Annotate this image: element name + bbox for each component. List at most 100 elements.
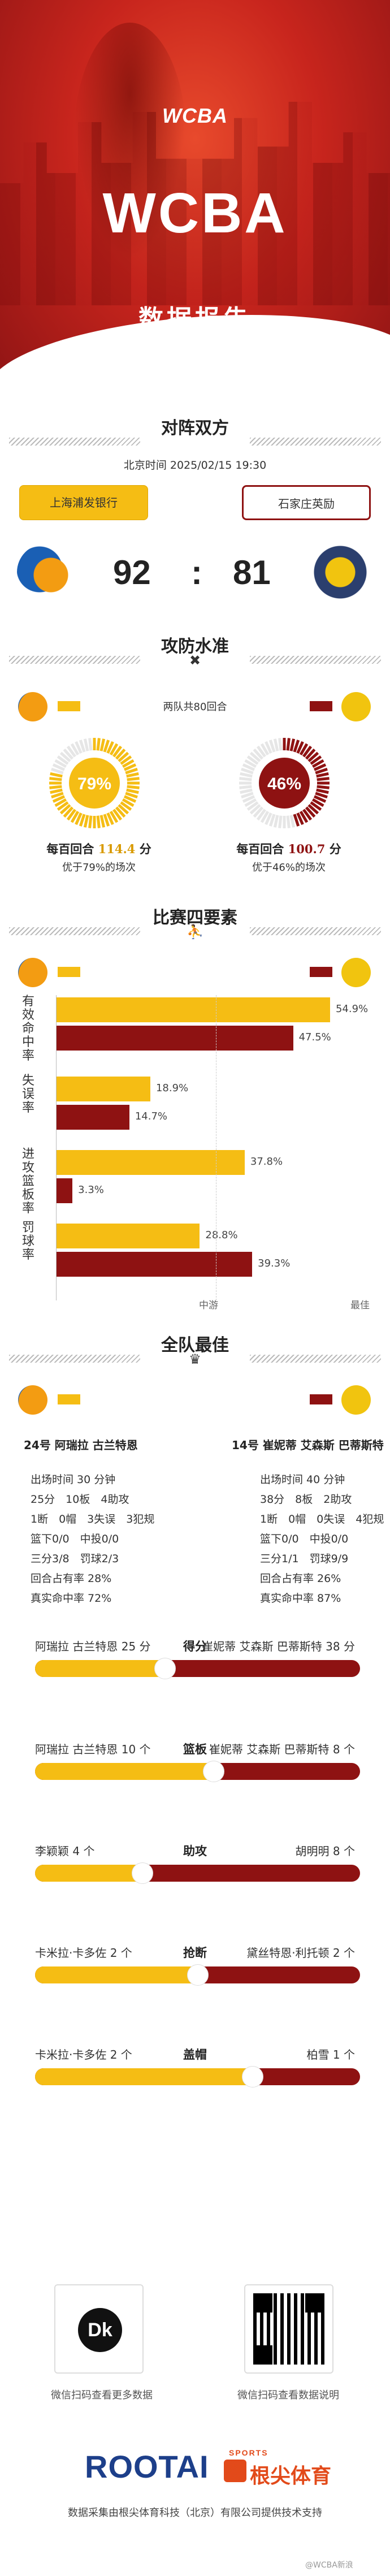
efficiency-title: 攻防水准: [161, 637, 229, 656]
leader-home-name: 阿瑞拉 古兰特恩 10 个: [35, 1743, 151, 1756]
home-ring-tick: [115, 748, 126, 760]
away-ring-tick: [239, 785, 252, 789]
home-ring-tick: [75, 812, 83, 825]
away-ring-tick: [256, 745, 266, 758]
home-ring-tick: [57, 755, 69, 765]
home-ring-tick: [79, 814, 86, 827]
home-ring-tick: [50, 772, 63, 778]
away-best-player-name: 14号 崔妮蒂 艾森斯 巴蒂斯特: [232, 1438, 384, 1452]
leader-away-name: 胡明明 8 个: [295, 1844, 355, 1858]
qr-code-data-explain[interactable]: [244, 2284, 333, 2374]
away-ring-tick: [253, 806, 264, 818]
divider-stripe: [250, 1355, 381, 1363]
away-ring-tick: [273, 815, 279, 828]
away-ring-tick: [317, 785, 330, 789]
leader-share-fill: [35, 1763, 214, 1780]
basketball-hoop-icon: ⛹: [187, 924, 203, 940]
leader-share-bar: [35, 1761, 360, 1782]
divider-stripe: [9, 438, 140, 446]
away-ring-tick: [311, 798, 324, 807]
qr-code-more-data[interactable]: Dk: [54, 2284, 144, 2374]
home-ring-tick: [126, 788, 139, 794]
home-per100-prefix: 每百回合: [46, 842, 94, 856]
away-ring-tick: [260, 743, 270, 756]
home-ring-tick: [106, 812, 114, 825]
away-ring-tick: [313, 795, 327, 803]
home-ring-tick: [120, 801, 132, 811]
home-ring-tick: [88, 815, 93, 828]
factor-bar-home: [56, 1150, 245, 1175]
home-ring-tick: [57, 801, 69, 811]
away-per100-unit: 分: [329, 842, 341, 856]
away-ring-tick: [293, 740, 300, 753]
leader-row: 阿瑞拉 古兰特恩 25 分 得分 崔妮蒂 艾森斯 巴蒂斯特 38 分: [0, 1637, 390, 1692]
home-ring-tick: [123, 763, 137, 771]
away-ring-tick: [296, 812, 304, 825]
factor-value-away: 14.7%: [135, 1110, 168, 1122]
player-stat-line: 25分 10板 4助攻: [31, 1493, 129, 1506]
away-ring-tick: [242, 763, 255, 771]
player-stat-line: 1断 0帽 0失误 4犯规: [260, 1513, 384, 1525]
away-ring-label: 46%: [267, 775, 301, 793]
home-ring-tick: [49, 785, 62, 789]
home-ring-tick: [112, 809, 123, 821]
wcba-logo-text: WCBA: [162, 104, 228, 127]
home-ring-tick: [54, 759, 67, 768]
matchup-title: 对阵双方: [161, 418, 229, 438]
four-factors-heading: 比赛四要素 ⛹: [0, 904, 390, 943]
away-ring-tick: [242, 795, 255, 803]
home-score: 92: [113, 554, 151, 591]
home-ring-tick: [63, 806, 74, 818]
home-ring-tick: [83, 815, 89, 828]
away-per100: 每百回合 100.7 分: [224, 840, 354, 857]
rootai-logo-text: ROOTAI: [85, 2449, 209, 2484]
away-color-swatch: [310, 701, 332, 711]
divider-stripe: [9, 656, 140, 664]
leader-home-name: 卡米拉·卡多佐 2 个: [35, 2048, 132, 2061]
home-ring-tick: [126, 772, 139, 778]
away-ring-tick: [305, 806, 316, 818]
trophy-icon: ♛: [189, 1351, 201, 1367]
home-ring-tick: [52, 795, 66, 803]
away-ring-tick: [278, 815, 283, 828]
away-ring-tick: [311, 759, 324, 768]
away-ring-tick: [305, 748, 316, 760]
factors-axis-line: [56, 995, 57, 1300]
home-team-logo-icon: [18, 1385, 47, 1415]
home-efficiency-ring: 79%: [49, 738, 140, 828]
axis-best-label: 最佳: [350, 1300, 370, 1311]
away-team-logo-icon: [341, 1385, 371, 1415]
wcba-logo: WCBA: [138, 104, 252, 137]
away-ring-tick: [286, 738, 291, 751]
away-ring-tick: [273, 738, 279, 751]
leader-share-knob: [187, 1964, 209, 1986]
home-ring-tick: [70, 743, 80, 756]
away-ring-tick: [293, 814, 300, 827]
away-ring-tick: [299, 810, 309, 823]
away-ring-tick: [246, 801, 259, 811]
away-ring-tick: [289, 738, 296, 751]
away-ring-tick: [241, 792, 254, 799]
axis-mid-label: 中游: [199, 1300, 218, 1311]
player-stat-line: 出场时间 40 分钟: [260, 1473, 345, 1486]
home-ring-tick: [118, 803, 129, 815]
leader-home-name: 卡米拉·卡多佐 2 个: [35, 1946, 132, 1960]
qr-right-caption: 微信扫码查看数据说明: [237, 2389, 339, 2401]
home-ring-tick: [54, 798, 67, 807]
leader-share-bar: [35, 2066, 360, 2087]
away-better-than: 优于46%的场次: [252, 862, 326, 874]
home-best-player-name: 24号 阿瑞拉 古兰特恩: [24, 1438, 138, 1452]
footer-disclaimer: 数据采集由根尖体育科技（北京）有限公司提供技术支持: [68, 2507, 322, 2519]
away-ring-tick: [317, 777, 330, 781]
rootai-cn-name: 根尖体育: [250, 2465, 332, 2488]
away-ring-tick: [289, 815, 296, 828]
away-ring-tick: [256, 809, 266, 821]
score-separator: :: [191, 554, 202, 591]
player-stat-line: 回合占有率 28%: [31, 1572, 112, 1585]
hero-banner: WCBA WCBA 数据报告: [0, 0, 390, 396]
page-title: WCBA: [102, 181, 288, 245]
factor-bar-away: [56, 1178, 73, 1203]
rootai-mark-icon: [224, 2460, 246, 2482]
rootai-sports-text: SPORTS: [229, 2448, 268, 2457]
divider-stripe: [9, 927, 140, 935]
